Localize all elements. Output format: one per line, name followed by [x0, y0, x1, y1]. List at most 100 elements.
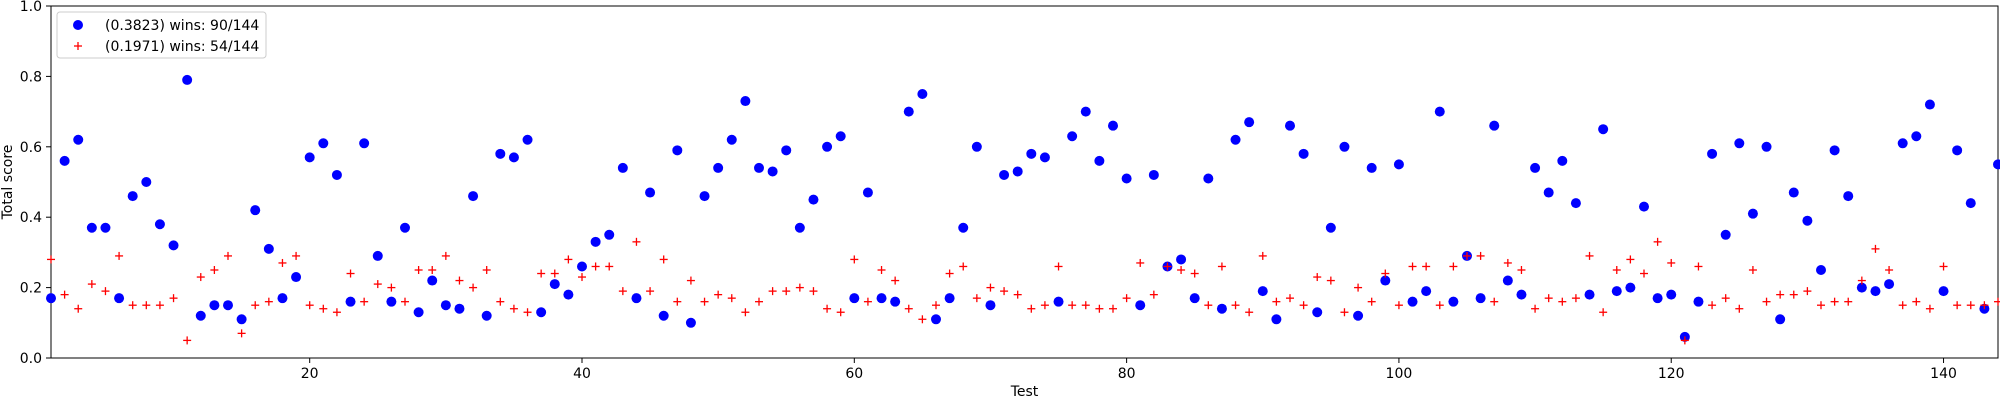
data-point-circle [1148, 169, 1159, 180]
data-point-circle [440, 300, 451, 311]
data-point-circle [1080, 106, 1091, 117]
data-point-plus [1680, 336, 1689, 345]
data-point-circle [236, 314, 247, 325]
y-tick-label: 0.8 [20, 69, 42, 85]
data-point-circle [1366, 162, 1377, 173]
data-point-plus [1149, 290, 1158, 299]
data-point-circle [1693, 296, 1704, 307]
data-point-circle [672, 145, 683, 156]
data-point-circle [740, 96, 751, 107]
data-point-plus [659, 255, 668, 264]
data-point-circle [223, 300, 233, 311]
data-point-circle [1203, 173, 1214, 184]
data-point-plus [1653, 237, 1662, 246]
data-point-circle [1870, 286, 1881, 297]
data-point-circle [127, 191, 138, 202]
data-point-circle [536, 307, 547, 318]
data-point-circle [114, 293, 125, 304]
data-point-circle [1625, 282, 1636, 293]
data-point-plus [823, 304, 832, 313]
data-point-circle [1312, 307, 1323, 318]
data-point-plus [183, 336, 192, 345]
data-point-plus [1912, 297, 1921, 306]
data-point-circle [822, 141, 833, 152]
x-tick-label: 140 [1930, 366, 1957, 382]
data-point-plus [972, 294, 981, 303]
data-point-circle [1012, 166, 1023, 177]
data-point-plus [1136, 258, 1145, 267]
data-point-circle [1271, 314, 1282, 325]
data-point-plus [360, 297, 369, 306]
data-point-circle [781, 145, 792, 156]
x-axis-label: Test [1010, 384, 1039, 400]
x-tick-label: 80 [1118, 366, 1136, 382]
data-point-circle [999, 169, 1010, 180]
data-point-circle [1353, 310, 1364, 321]
data-point-plus [482, 266, 491, 274]
data-point-circle [372, 250, 383, 261]
data-point-circle [1911, 131, 1922, 142]
data-point-plus [1994, 297, 2000, 306]
data-point-plus [768, 287, 777, 296]
data-point-circle [645, 187, 656, 198]
data-point-circle [195, 310, 206, 321]
data-point-circle [1489, 120, 1500, 131]
data-point-circle [549, 279, 560, 290]
data-point-plus [1667, 258, 1676, 267]
data-point-plus [1408, 262, 1417, 271]
x-tick-label: 100 [1386, 366, 1413, 382]
data-point-plus [1817, 301, 1825, 310]
data-point-plus [1326, 276, 1335, 285]
data-point-circle [1965, 198, 1976, 209]
data-point-plus [591, 262, 600, 271]
x-tick-label: 60 [845, 366, 863, 382]
data-point-plus [441, 251, 450, 260]
data-point-plus [1721, 294, 1730, 303]
y-tick-label: 1.0 [20, 0, 42, 15]
data-point-plus [1694, 262, 1703, 271]
data-point-circle [1421, 286, 1432, 297]
data-point-plus [727, 294, 736, 303]
data-point-plus [1054, 262, 1063, 271]
data-point-circle [100, 222, 111, 233]
data-point-circle [617, 162, 628, 173]
data-point-circle [808, 194, 819, 205]
data-point-circle [508, 152, 519, 163]
plot-frame [50, 5, 1999, 359]
data-point-circle [1244, 117, 1255, 128]
data-point-circle [958, 222, 969, 233]
legend-label-series-1: (0.3823) wins: 90/144 [105, 18, 259, 34]
data-point-circle [1121, 173, 1132, 184]
data-point-circle [890, 296, 901, 307]
data-point-circle [849, 293, 860, 304]
data-point-plus [673, 297, 682, 306]
data-point-plus [1544, 294, 1553, 303]
data-point-circle [1666, 289, 1677, 300]
data-point-circle [481, 310, 492, 321]
data-point-circle [46, 293, 56, 304]
series-1 [46, 74, 2000, 342]
data-point-circle [1434, 106, 1445, 117]
data-point-circle [1584, 289, 1595, 300]
data-point-circle [1516, 289, 1527, 300]
data-point-plus [1122, 294, 1131, 303]
data-point-circle [1775, 314, 1786, 325]
data-point-plus [1585, 251, 1594, 260]
data-point-plus [1612, 266, 1621, 274]
data-point-plus [1272, 297, 1281, 306]
data-point-circle [359, 138, 370, 149]
data-point-plus [101, 287, 110, 296]
data-point-circle [876, 293, 887, 304]
data-point-plus [795, 283, 804, 292]
data-point-circle [577, 261, 587, 272]
data-point-plus [1925, 304, 1934, 313]
data-point-plus [809, 287, 818, 296]
data-point-plus [237, 329, 246, 338]
data-point-plus [782, 287, 791, 296]
data-point-circle [1176, 254, 1187, 265]
data-series [46, 74, 2000, 345]
data-point-circle [1285, 120, 1295, 131]
data-point-plus [115, 251, 124, 260]
data-point-plus [877, 266, 886, 274]
data-point-circle [1067, 131, 1078, 142]
